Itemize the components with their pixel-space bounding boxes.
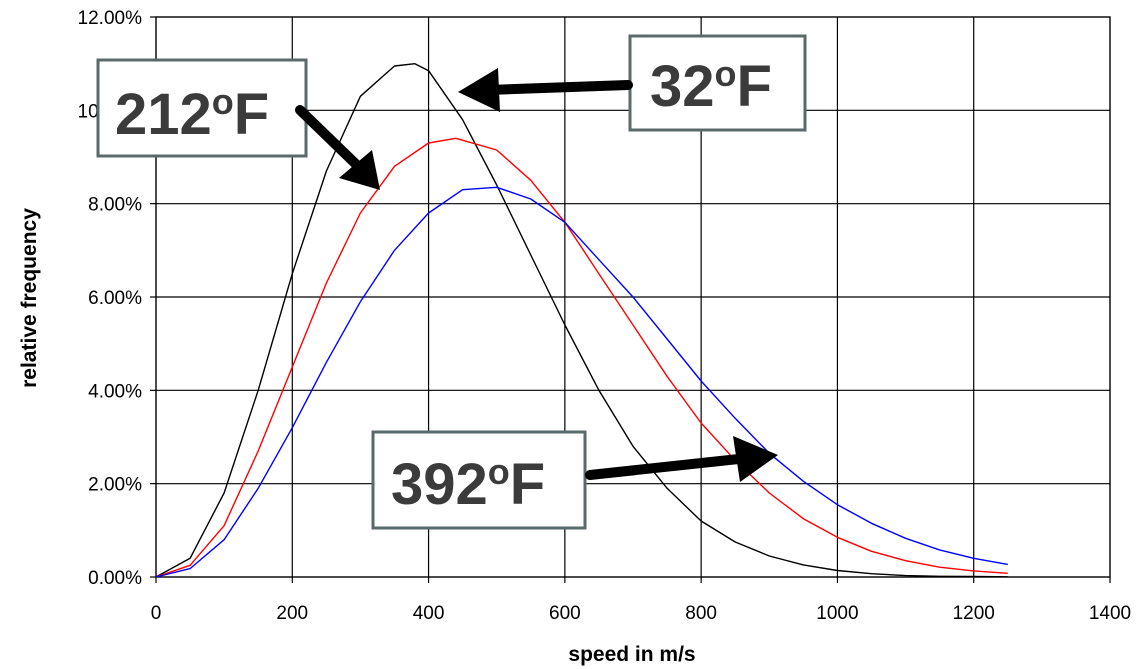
- y-tick-label: 2.00%: [88, 475, 142, 496]
- annotation-212f-unit: F: [234, 82, 269, 147]
- y-axis-title: relative frequency: [18, 208, 41, 388]
- annotation-392f-box: [371, 430, 587, 530]
- data-series: [155, 63, 1008, 578]
- annotation-32f-box: [628, 34, 807, 132]
- y-tick-label: 12.00%: [78, 8, 143, 29]
- annotation-32f-number: 32: [650, 54, 715, 119]
- x-tick-label: 400: [413, 603, 445, 624]
- x-tick-label: 1000: [816, 603, 858, 624]
- x-tick-label: 0: [151, 603, 162, 624]
- annotation-392f-unit: F: [510, 452, 545, 517]
- annotation-392f-degree: o: [488, 451, 510, 492]
- x-tick-label: 200: [276, 603, 308, 624]
- annotation-212f: 212oF: [96, 58, 308, 158]
- series-line-2: [155, 186, 1008, 578]
- annotation-212f-number: 212: [115, 82, 212, 147]
- arrow-392f: [585, 436, 778, 482]
- annotation-392f-number: 392: [391, 452, 488, 517]
- y-tick-label: 4.00%: [88, 381, 142, 402]
- annotation-32f-unit: F: [737, 54, 772, 119]
- annotation-212f-box: [96, 58, 308, 158]
- x-tick-label: 1200: [953, 603, 995, 624]
- arrow-212f-head: [339, 150, 380, 190]
- annotation-212f-degree: o: [212, 81, 234, 122]
- arrow-32f-head: [458, 68, 500, 112]
- y-tick-label: 0.00%: [88, 568, 142, 589]
- arrow-212f: [295, 105, 380, 190]
- annotation-392f: 392oF: [371, 430, 587, 530]
- series-line-0: [155, 63, 1008, 578]
- annotation-392f-label: 392oF: [391, 451, 545, 517]
- x-tick-label: 600: [549, 603, 581, 624]
- annotation-32f: 32oF: [628, 34, 807, 132]
- annotation-32f-label: 32oF: [650, 53, 772, 119]
- y-tick-label: 8.00%: [88, 195, 142, 216]
- annotation-212f-label: 212oF: [115, 81, 269, 147]
- x-axis-title: speed in m/s: [568, 643, 695, 666]
- arrow-392f-head: [733, 436, 778, 482]
- x-tick-label: 1400: [1089, 603, 1131, 624]
- y-axis-tick-labels: 0.00%2.00%4.00%6.00%8.00%10.00%12.00%: [78, 8, 156, 589]
- annotation-32f-degree: o: [715, 53, 737, 94]
- series-line-1: [155, 137, 1008, 578]
- y-tick-label: 6.00%: [88, 288, 142, 309]
- arrow-32f: [458, 68, 633, 112]
- x-axis-tick-labels: 0 200 400 600 800 1000 1200 1400: [151, 577, 1131, 624]
- x-tick-label: 800: [685, 603, 717, 624]
